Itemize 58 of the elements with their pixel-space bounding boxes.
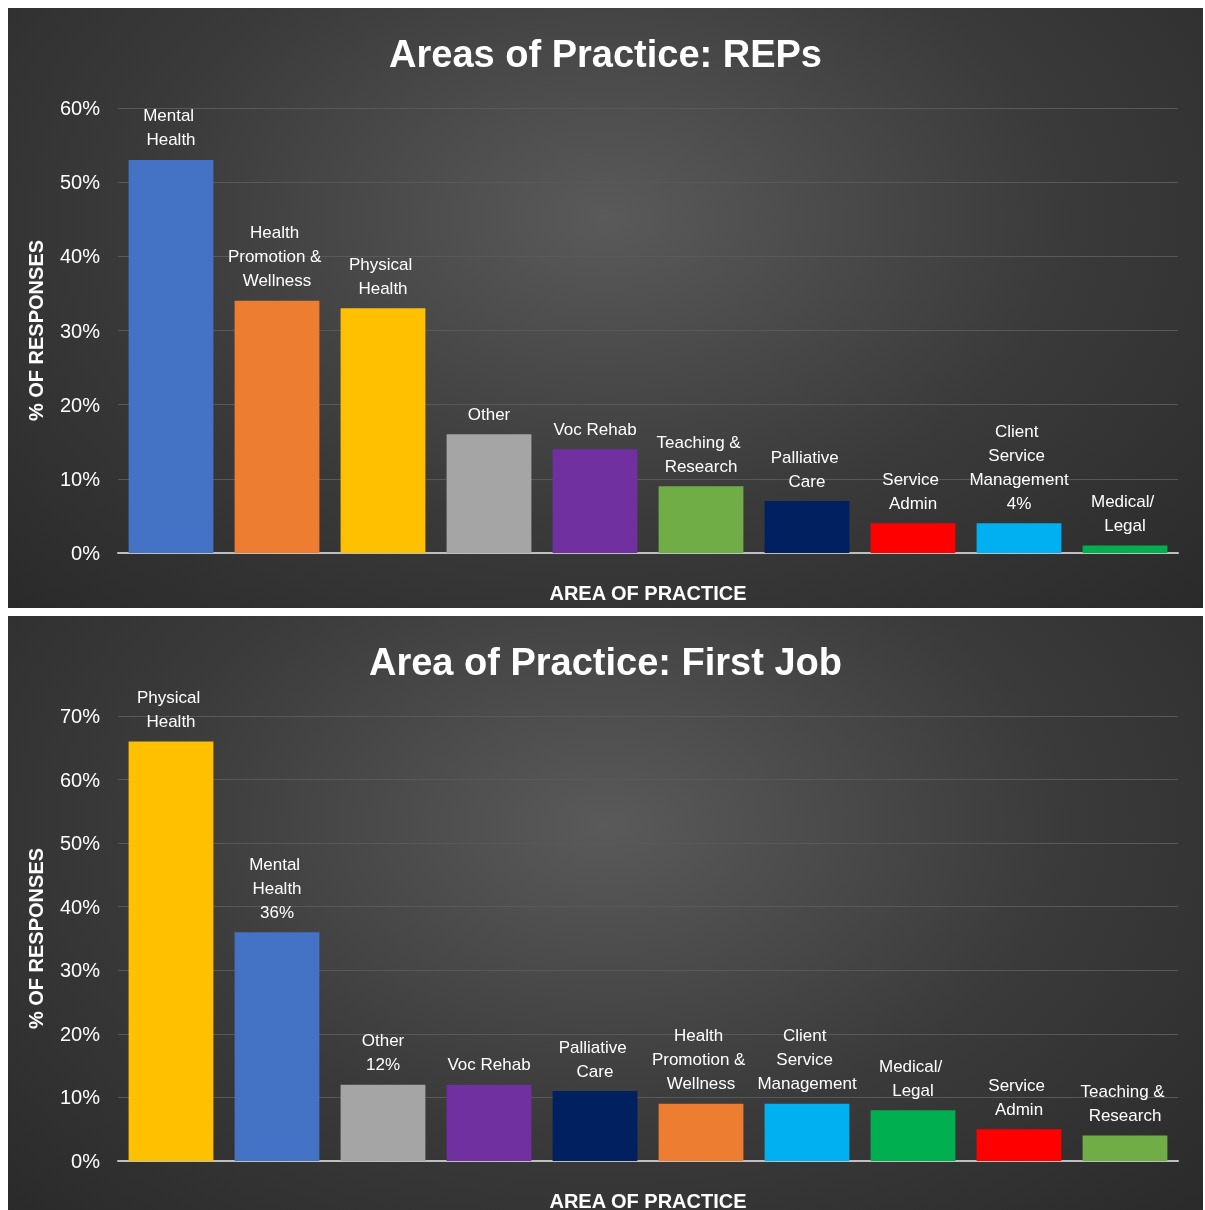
- x-tick-label: Palliative Care: [770, 447, 844, 491]
- y-tick-label: 30%: [59, 319, 101, 342]
- bar: [658, 1103, 744, 1161]
- y-tick-label: 60%: [59, 97, 101, 119]
- bar: [446, 1084, 532, 1161]
- category-label: Voc Rehab: [447, 1055, 531, 1075]
- bar: [658, 486, 744, 553]
- y-tick-label: 40%: [59, 245, 101, 268]
- bar: [870, 1110, 956, 1161]
- y-tick-label: 70%: [59, 705, 101, 727]
- y-tick-label: 0%: [71, 1150, 101, 1172]
- y-tick-label: 30%: [59, 959, 101, 982]
- bar: [870, 523, 956, 553]
- data-label: 12%: [365, 1055, 401, 1075]
- x-tick-label: Service Admin: [882, 469, 944, 513]
- category-label: Health Promotion & Wellness: [651, 1026, 746, 1094]
- category-label: Mental Health: [249, 854, 302, 898]
- category-label: Palliative Care: [558, 1037, 627, 1081]
- chart-title: Areas of Practice: REPs: [389, 33, 822, 75]
- y-tick-label: 60%: [59, 768, 101, 791]
- y-tick-label: 40%: [59, 895, 101, 918]
- y-tick-label: 20%: [59, 393, 101, 416]
- bar: [976, 523, 1062, 553]
- y-tick-label: 0%: [71, 542, 101, 564]
- bar: [128, 159, 214, 553]
- y-tick-label: 20%: [59, 1022, 101, 1045]
- bar: [446, 434, 532, 553]
- y-tick-label: 10%: [59, 467, 101, 490]
- bar: [340, 1084, 426, 1161]
- x-axis-title: AREA OF PRACTICE: [549, 1190, 747, 1210]
- data-label: 4%: [1006, 493, 1032, 513]
- bar: [552, 1091, 638, 1161]
- y-axis-title: % OF RESPONSES: [25, 239, 47, 422]
- category-label: Medical/ Legal: [878, 1056, 943, 1100]
- bar: [340, 308, 426, 553]
- y-tick-label: 50%: [59, 832, 101, 855]
- chart-title: Area of Practice: First Job: [368, 641, 843, 683]
- category-label: Other: [361, 1031, 405, 1051]
- x-tick-label: Teaching & Research: [656, 432, 746, 476]
- bar: [128, 741, 214, 1161]
- bar: [1082, 545, 1168, 553]
- bar: [764, 1103, 850, 1161]
- bar: [234, 300, 320, 553]
- category-label: Client Service Management: [757, 1026, 857, 1094]
- bar: [764, 501, 850, 553]
- bar: [976, 1129, 1062, 1161]
- y-axis-title: % OF RESPONSES: [25, 847, 47, 1030]
- bar: [234, 932, 320, 1161]
- category-label: Physical Health: [136, 687, 201, 731]
- category-label: Service Admin: [988, 1075, 1045, 1119]
- category-label: Teaching & Research: [1080, 1082, 1165, 1126]
- bar: [1082, 1135, 1168, 1161]
- x-axis-title: AREA OF PRACTICE: [549, 582, 747, 604]
- y-tick-label: 10%: [59, 1086, 101, 1109]
- bar: [552, 449, 638, 553]
- data-label: 36%: [259, 902, 295, 922]
- x-tick-label: Client Service Management: [969, 421, 1069, 489]
- y-tick-label: 50%: [59, 171, 101, 194]
